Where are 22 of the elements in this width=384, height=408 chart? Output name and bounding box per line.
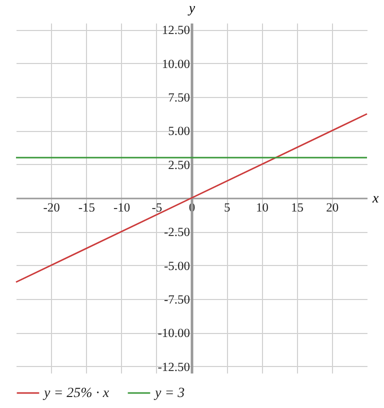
y-tick-label: 5.00 bbox=[168, 124, 190, 138]
y-tick-label: 2.50 bbox=[168, 158, 190, 172]
y-axis-title: y bbox=[186, 2, 196, 16]
x-tick-label: -5 bbox=[152, 200, 162, 214]
x-axis-title: x bbox=[372, 192, 380, 206]
x-tick-label: 15 bbox=[291, 200, 304, 214]
x-tick-label: -15 bbox=[78, 200, 96, 214]
y-tick-label: -5.00 bbox=[164, 258, 190, 273]
y-tick-label: -12.50 bbox=[158, 360, 190, 374]
x-tick-label: 10 bbox=[256, 200, 268, 214]
x-tick-label: 5 bbox=[224, 200, 230, 214]
x-tick-label: 20 bbox=[326, 200, 339, 214]
y-tick-label: -7.50 bbox=[164, 292, 190, 306]
y-tick-label: -10.00 bbox=[158, 326, 190, 340]
y-tick-label: 7.50 bbox=[168, 90, 190, 105]
y-tick-label: -2.50 bbox=[164, 225, 190, 240]
legend-label: y = 3 bbox=[153, 386, 185, 401]
y-tick-label: 10.00 bbox=[162, 56, 190, 71]
legend-label: y = 25% · x bbox=[42, 386, 110, 401]
x-tick-label: -20 bbox=[43, 200, 60, 214]
y-tick-label: 12.50 bbox=[162, 23, 190, 38]
x-tick-label: -10 bbox=[113, 200, 130, 214]
